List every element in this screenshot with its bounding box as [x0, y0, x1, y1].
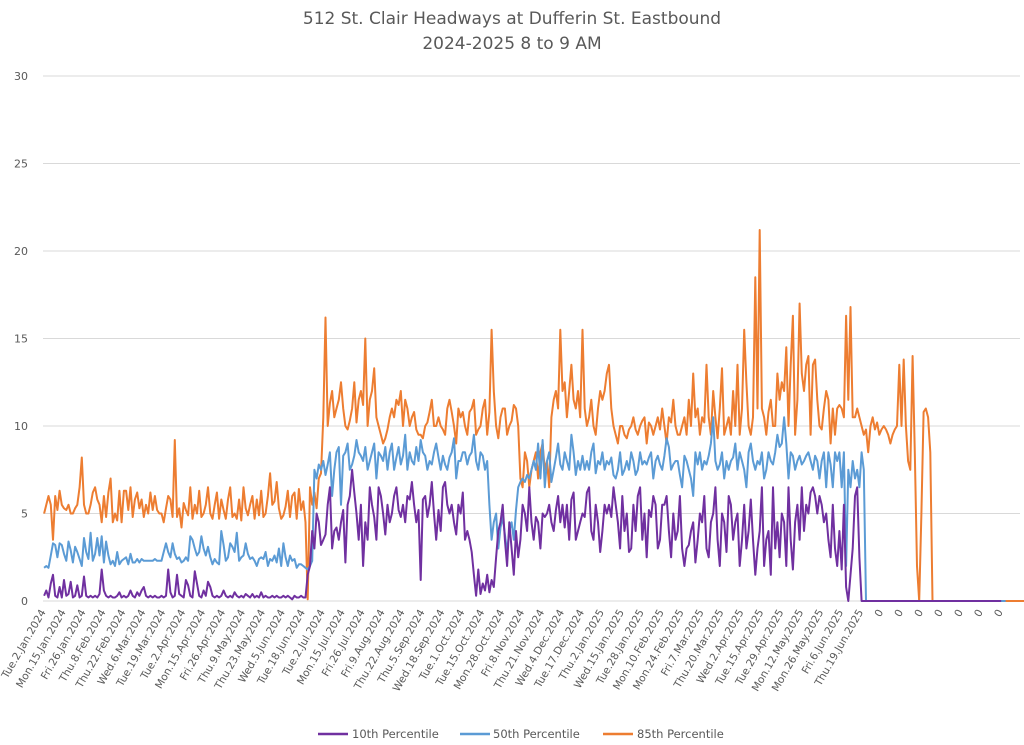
- x-tick-label: 0: [972, 608, 986, 620]
- x-tick-label: 0: [872, 608, 886, 620]
- legend-item-85th[interactable]: 85th Percentile: [603, 727, 724, 741]
- series-line-10th: [43, 468, 1002, 602]
- y-axis-ticks: 0 5 10 15 20 25 30: [14, 70, 28, 608]
- chart-title: 512 St. Clair Headways at Dufferin St. E…: [303, 9, 721, 29]
- legend: 10th Percentile 50th Percentile 85th Per…: [318, 727, 724, 741]
- legend-label-85th: 85th Percentile: [637, 727, 724, 741]
- series-lines: [43, 229, 1024, 602]
- gridlines: [43, 75, 1020, 602]
- legend-label-50th: 50th Percentile: [493, 727, 580, 741]
- y-tick-label: 5: [21, 508, 28, 521]
- legend-label-10th: 10th Percentile: [352, 727, 439, 741]
- y-tick-label: 0: [21, 595, 28, 608]
- y-tick-label: 30: [14, 70, 28, 83]
- x-tick-label: 0: [952, 608, 966, 620]
- y-tick-label: 25: [14, 158, 28, 171]
- x-tick-label: 0: [992, 608, 1006, 620]
- y-tick-label: 10: [14, 420, 28, 433]
- legend-item-50th[interactable]: 50th Percentile: [460, 727, 580, 741]
- chart-subtitle: 2024-2025 8 to 9 AM: [422, 34, 601, 54]
- x-tick-label: 0: [892, 608, 906, 620]
- y-tick-label: 15: [14, 333, 28, 346]
- series-line-85th: [43, 229, 1024, 602]
- x-tick-label: 0: [932, 608, 946, 620]
- x-tick-label: 0: [912, 608, 926, 620]
- y-tick-label: 20: [14, 245, 28, 258]
- x-axis-ticks: Tue.2.Jan.2024Mon.15.Jan.2024Fri.26.Jan.…: [0, 607, 1006, 694]
- legend-item-10th[interactable]: 10th Percentile: [318, 727, 439, 741]
